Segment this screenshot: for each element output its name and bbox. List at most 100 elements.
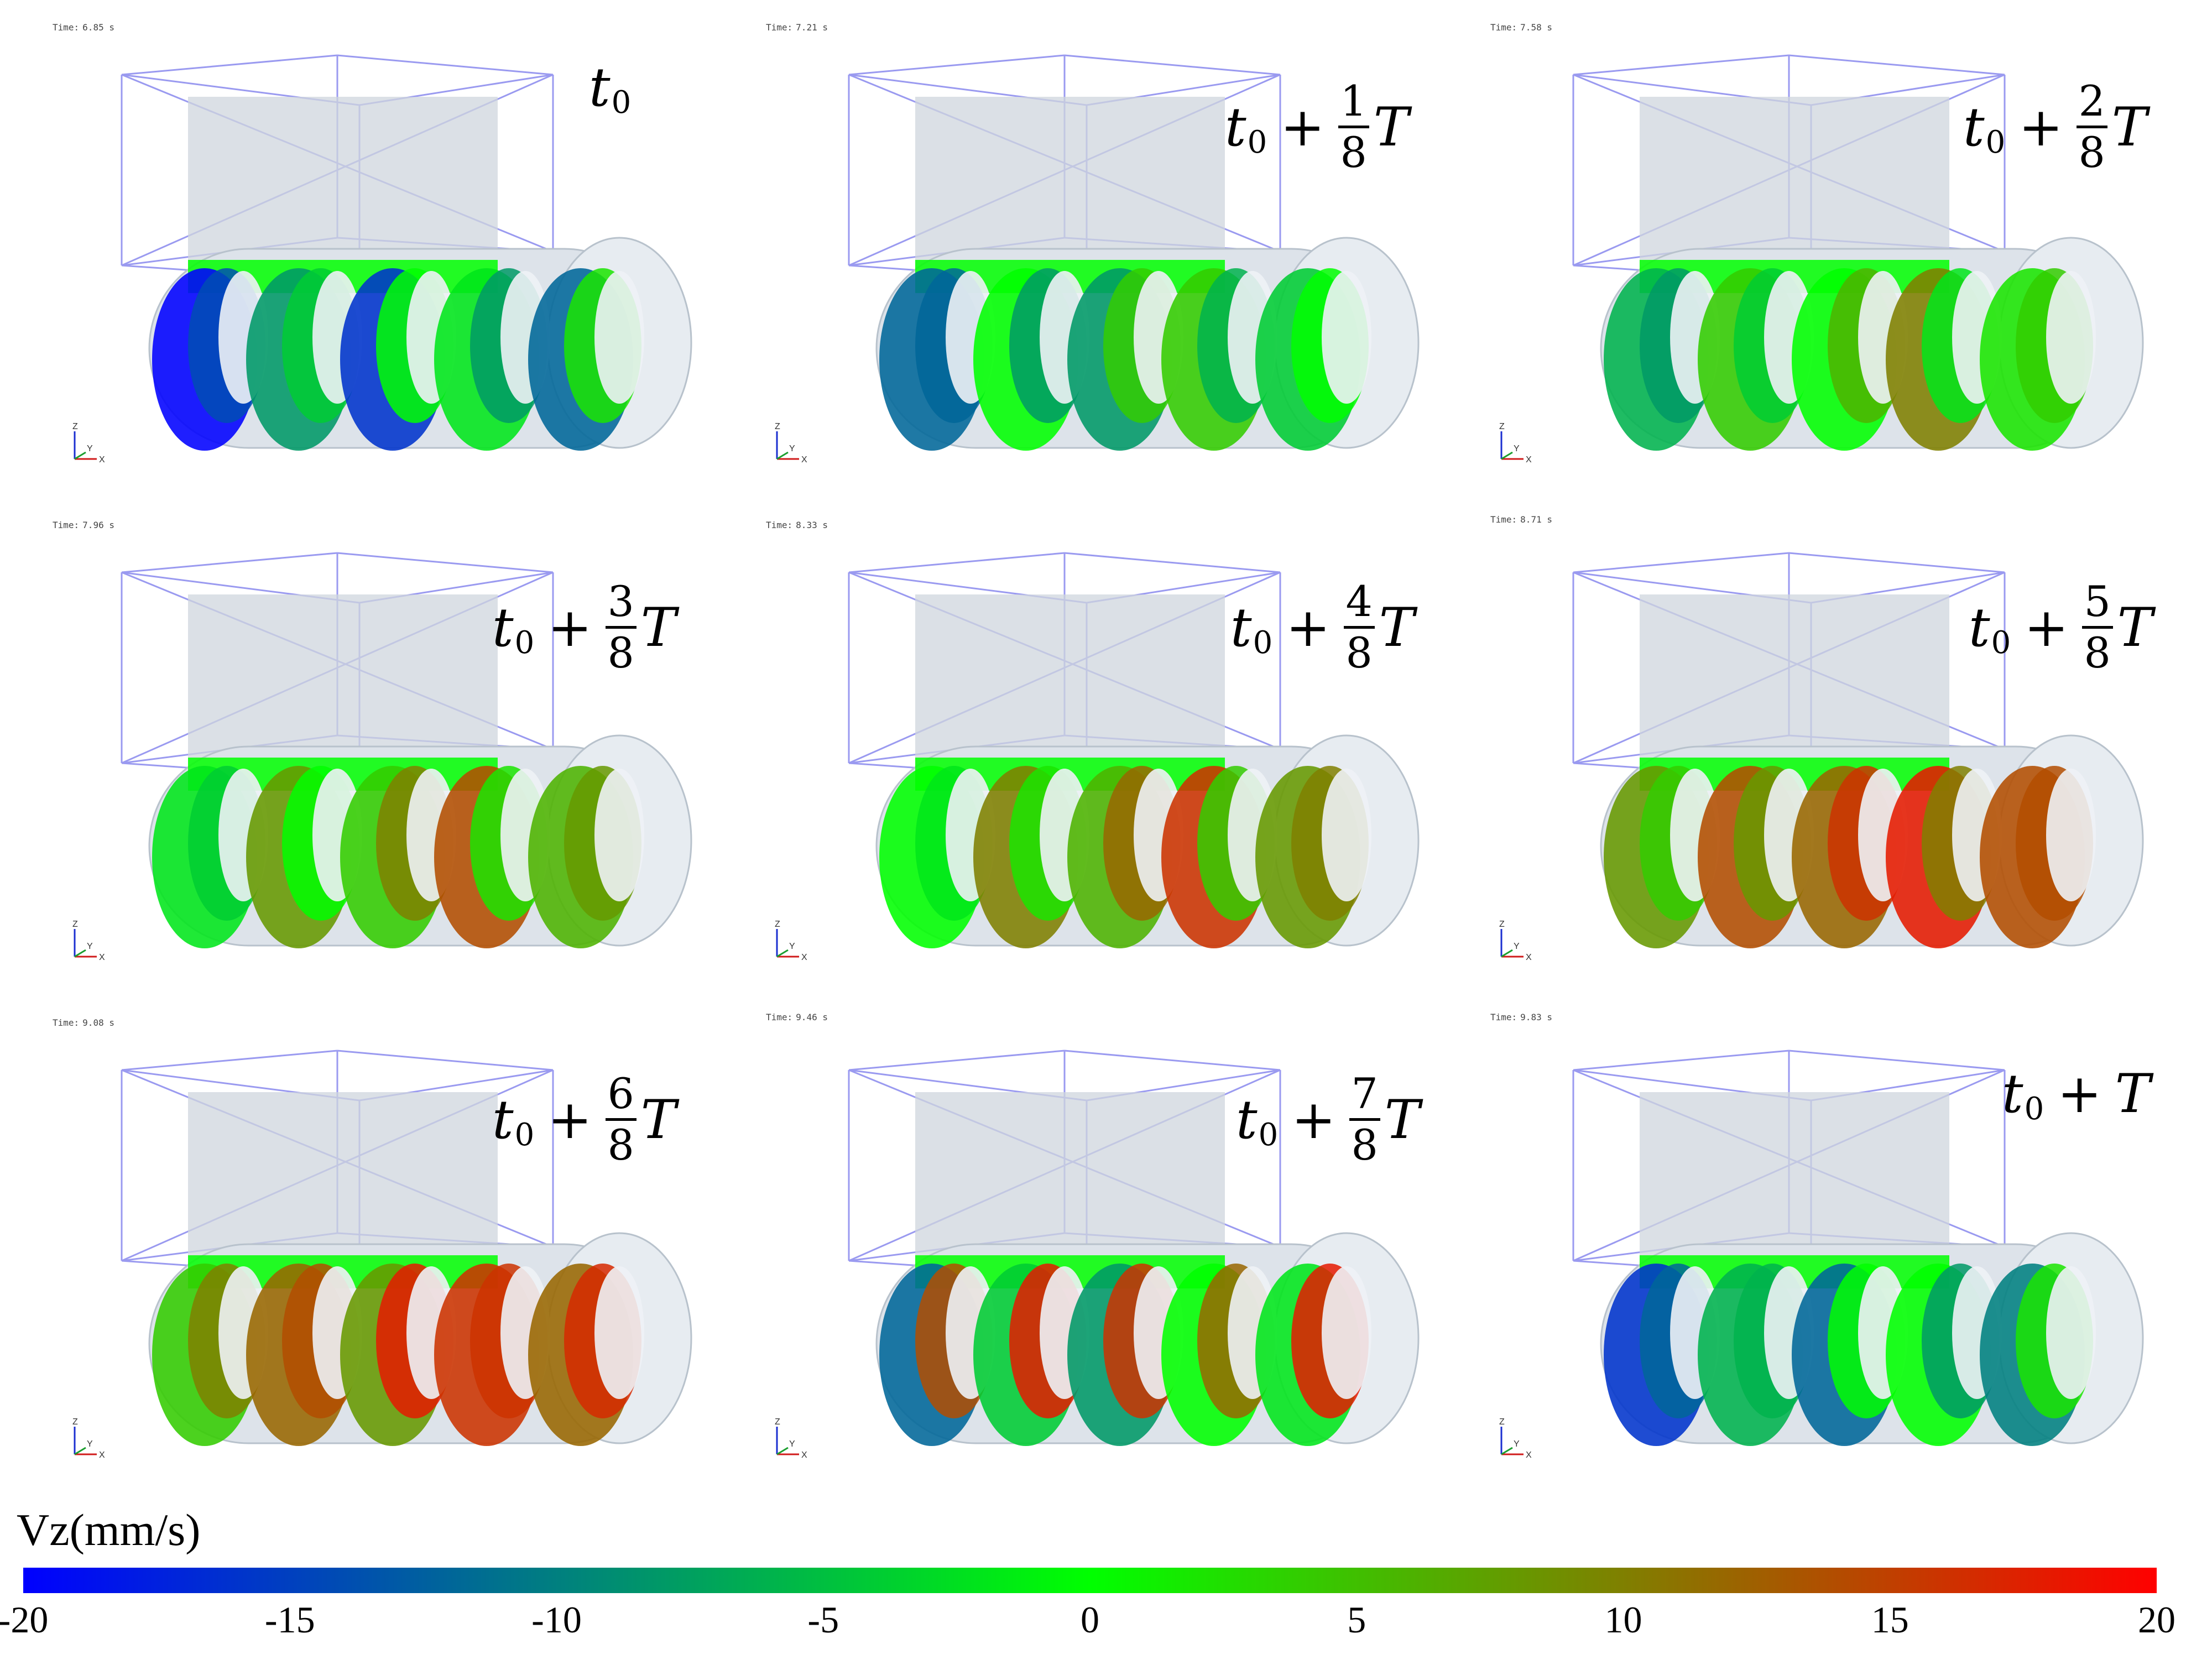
colorbar-ticks: -20 -15 -10 -5 0 5 10 15 20	[0, 1598, 2176, 1642]
fraction-numerator: 2	[2078, 76, 2105, 126]
simulation-render	[121, 54, 692, 451]
colorbar-tick-label: 15	[1871, 1599, 1909, 1641]
simulation-render	[1572, 552, 2144, 948]
fraction-numerator: 3	[607, 577, 634, 626]
snapshot-panel: Time: 8.71 s t 0 +5 8 T Z Y X	[1474, 498, 2204, 995]
axis-z-label: Z	[72, 1417, 78, 1427]
simulation-render	[121, 552, 692, 948]
screw-flight	[1698, 268, 1814, 451]
axis-z-label: Z	[1499, 1417, 1505, 1427]
axis-triad-icon: Z YX	[1499, 920, 1532, 962]
time-value: 8.33 s	[796, 520, 828, 530]
time-formula: t 0 + T	[2002, 1067, 2151, 1125]
axis-triad-icon: Z YX	[72, 1417, 105, 1460]
time-value: 7.21 s	[796, 22, 828, 33]
axis-triad-icon: Z YX	[1499, 422, 1532, 464]
time-prefix: Time:	[1490, 1012, 1517, 1022]
time-label: Time: 7.58 s	[1490, 22, 1552, 33]
screw-flight	[246, 1264, 362, 1446]
axis-x-label: X	[801, 953, 807, 962]
fraction-denominator: 8	[1351, 1120, 1378, 1170]
time-prefix: Time:	[53, 22, 80, 33]
formula-period: T	[1373, 96, 1409, 158]
time-label: Time: 9.08 s	[53, 1017, 114, 1028]
screw-flight	[246, 268, 362, 451]
time-value: 9.08 s	[82, 1017, 114, 1028]
fraction-denominator: 8	[2084, 628, 2111, 677]
colorbar	[23, 1568, 2157, 1593]
time-prefix: Time:	[766, 22, 793, 33]
simulation-render	[848, 1050, 1420, 1446]
axis-y-label: Y	[789, 942, 795, 951]
formula-period: T	[640, 596, 676, 659]
time-label: Time: 8.71 s	[1490, 514, 1552, 525]
screw-flight	[1604, 766, 1720, 948]
axis-x-label: X	[99, 953, 105, 962]
screw-flight	[1698, 766, 1814, 948]
fraction-numerator: 7	[1351, 1069, 1378, 1118]
screw-flight	[879, 766, 995, 948]
snapshot-panel: Time: 7.58 s t 0 +2 8 T Z Y X	[1474, 0, 2204, 498]
axis-triad-icon: Z YX	[72, 920, 105, 962]
formula-base: t	[1236, 1088, 1258, 1151]
screw-flight	[152, 1264, 268, 1446]
formula-subscript: 0	[611, 85, 632, 121]
snapshot-panel: Time: 9.83 s t 0 + T Z Y X	[1474, 995, 2204, 1493]
fraction-denominator: 8	[1345, 628, 1373, 677]
fraction-denominator: 8	[607, 628, 634, 677]
simulation-render	[1572, 54, 2144, 451]
time-prefix: Time:	[1490, 22, 1517, 33]
screw-flight	[528, 766, 644, 948]
axis-y-label: Y	[87, 942, 93, 951]
fraction-numerator: 5	[2084, 577, 2111, 626]
time-label: Time: 8.33 s	[766, 520, 828, 530]
screw-flight	[152, 766, 268, 948]
screw-flight	[1067, 1264, 1183, 1446]
snapshot-panel: Time: 9.46 s t 0 +7 8 T Z Y X	[749, 995, 1479, 1493]
snapshot-panel: Time: 8.33 s t 0 +4 8 T Z Y X	[749, 498, 1479, 995]
screw-flight	[973, 268, 1089, 451]
axis-x-label: X	[1526, 1450, 1532, 1460]
fraction-bar	[1349, 1118, 1380, 1121]
formula-subscript: 0	[514, 624, 535, 661]
formula-period: T	[2111, 96, 2147, 158]
fraction-numerator: 4	[1345, 577, 1373, 626]
screw-flight	[1161, 1264, 1277, 1446]
fraction-denominator: 8	[2078, 128, 2105, 177]
axis-z-label: Z	[1499, 422, 1505, 431]
axis-z-label: Z	[775, 920, 780, 929]
screw-flight	[1255, 268, 1371, 451]
formula-base: t	[492, 596, 514, 659]
time-label: Time: 7.21 s	[766, 22, 828, 33]
time-value: 7.58 s	[1520, 22, 1552, 33]
formula-plus: +	[2024, 596, 2069, 659]
time-value: 6.85 s	[82, 22, 114, 33]
screw-flight	[152, 268, 268, 451]
fraction-bar	[2081, 626, 2113, 629]
time-formula: t 0 +2 8 T	[1963, 80, 2147, 174]
formula-base: t	[1969, 596, 1990, 659]
formula-period: T	[1384, 1088, 1420, 1151]
time-formula: t 0 +7 8 T	[1236, 1073, 1420, 1166]
snapshot-panel: Time: 7.96 s t 0 +3 8 T Z Y X	[22, 498, 752, 995]
formula-plus: +	[547, 596, 592, 659]
axis-x-label: X	[1526, 953, 1532, 962]
time-value: 7.96 s	[82, 520, 114, 530]
formula-base: t	[1963, 96, 1985, 158]
colorbar-title: Vz(mm/s)	[17, 1505, 201, 1555]
time-formula: t 0 +4 8 T	[1230, 581, 1415, 674]
fraction-numerator: 1	[1340, 76, 1367, 126]
time-label: Time: 9.83 s	[1490, 1012, 1552, 1022]
screw-flight	[1161, 766, 1277, 948]
formula-plus: +	[1291, 1088, 1336, 1151]
time-prefix: Time:	[766, 520, 793, 530]
axis-z-label: Z	[775, 422, 780, 431]
formula-base: t	[492, 1088, 514, 1151]
screw-flight	[528, 268, 644, 451]
fraction-bar	[605, 626, 637, 629]
time-value: 9.83 s	[1520, 1012, 1552, 1022]
